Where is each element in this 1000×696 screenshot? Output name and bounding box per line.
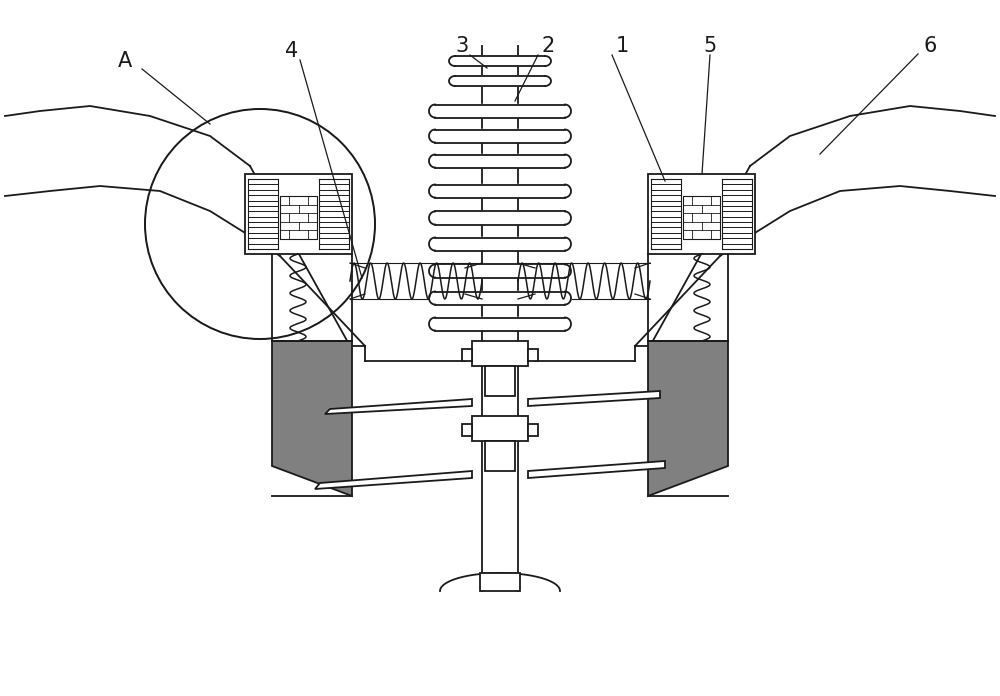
Text: 1: 1	[615, 36, 629, 56]
Polygon shape	[648, 341, 728, 496]
Bar	[280, 196, 317, 239]
Text: 6: 6	[923, 36, 937, 56]
Polygon shape	[325, 399, 472, 414]
Polygon shape	[429, 184, 571, 198]
Polygon shape	[429, 237, 571, 251]
Bar	[528, 349, 538, 361]
Polygon shape	[315, 471, 472, 489]
Bar	[462, 424, 472, 436]
Polygon shape	[429, 292, 571, 305]
Bar	[472, 341, 528, 366]
Text: 2: 2	[541, 36, 555, 56]
Polygon shape	[449, 56, 551, 66]
Bar	[528, 424, 538, 436]
Bar	[485, 441, 515, 471]
Polygon shape	[429, 264, 571, 278]
Text: 5: 5	[703, 36, 717, 56]
Polygon shape	[449, 76, 551, 86]
Polygon shape	[272, 341, 352, 496]
Bar	[485, 366, 515, 396]
Text: 3: 3	[455, 36, 469, 56]
Polygon shape	[429, 155, 571, 168]
Polygon shape	[429, 129, 571, 143]
Bar	[472, 416, 528, 441]
Text: A: A	[118, 51, 132, 71]
Polygon shape	[528, 391, 660, 406]
Bar	[683, 196, 720, 239]
Bar	[462, 349, 472, 361]
Polygon shape	[429, 212, 571, 225]
Polygon shape	[429, 104, 571, 118]
Polygon shape	[429, 317, 571, 331]
Polygon shape	[528, 461, 665, 478]
Bar	[245, 174, 352, 254]
Bar	[648, 174, 755, 254]
Text: 4: 4	[285, 41, 299, 61]
Bar	[480, 573, 520, 591]
